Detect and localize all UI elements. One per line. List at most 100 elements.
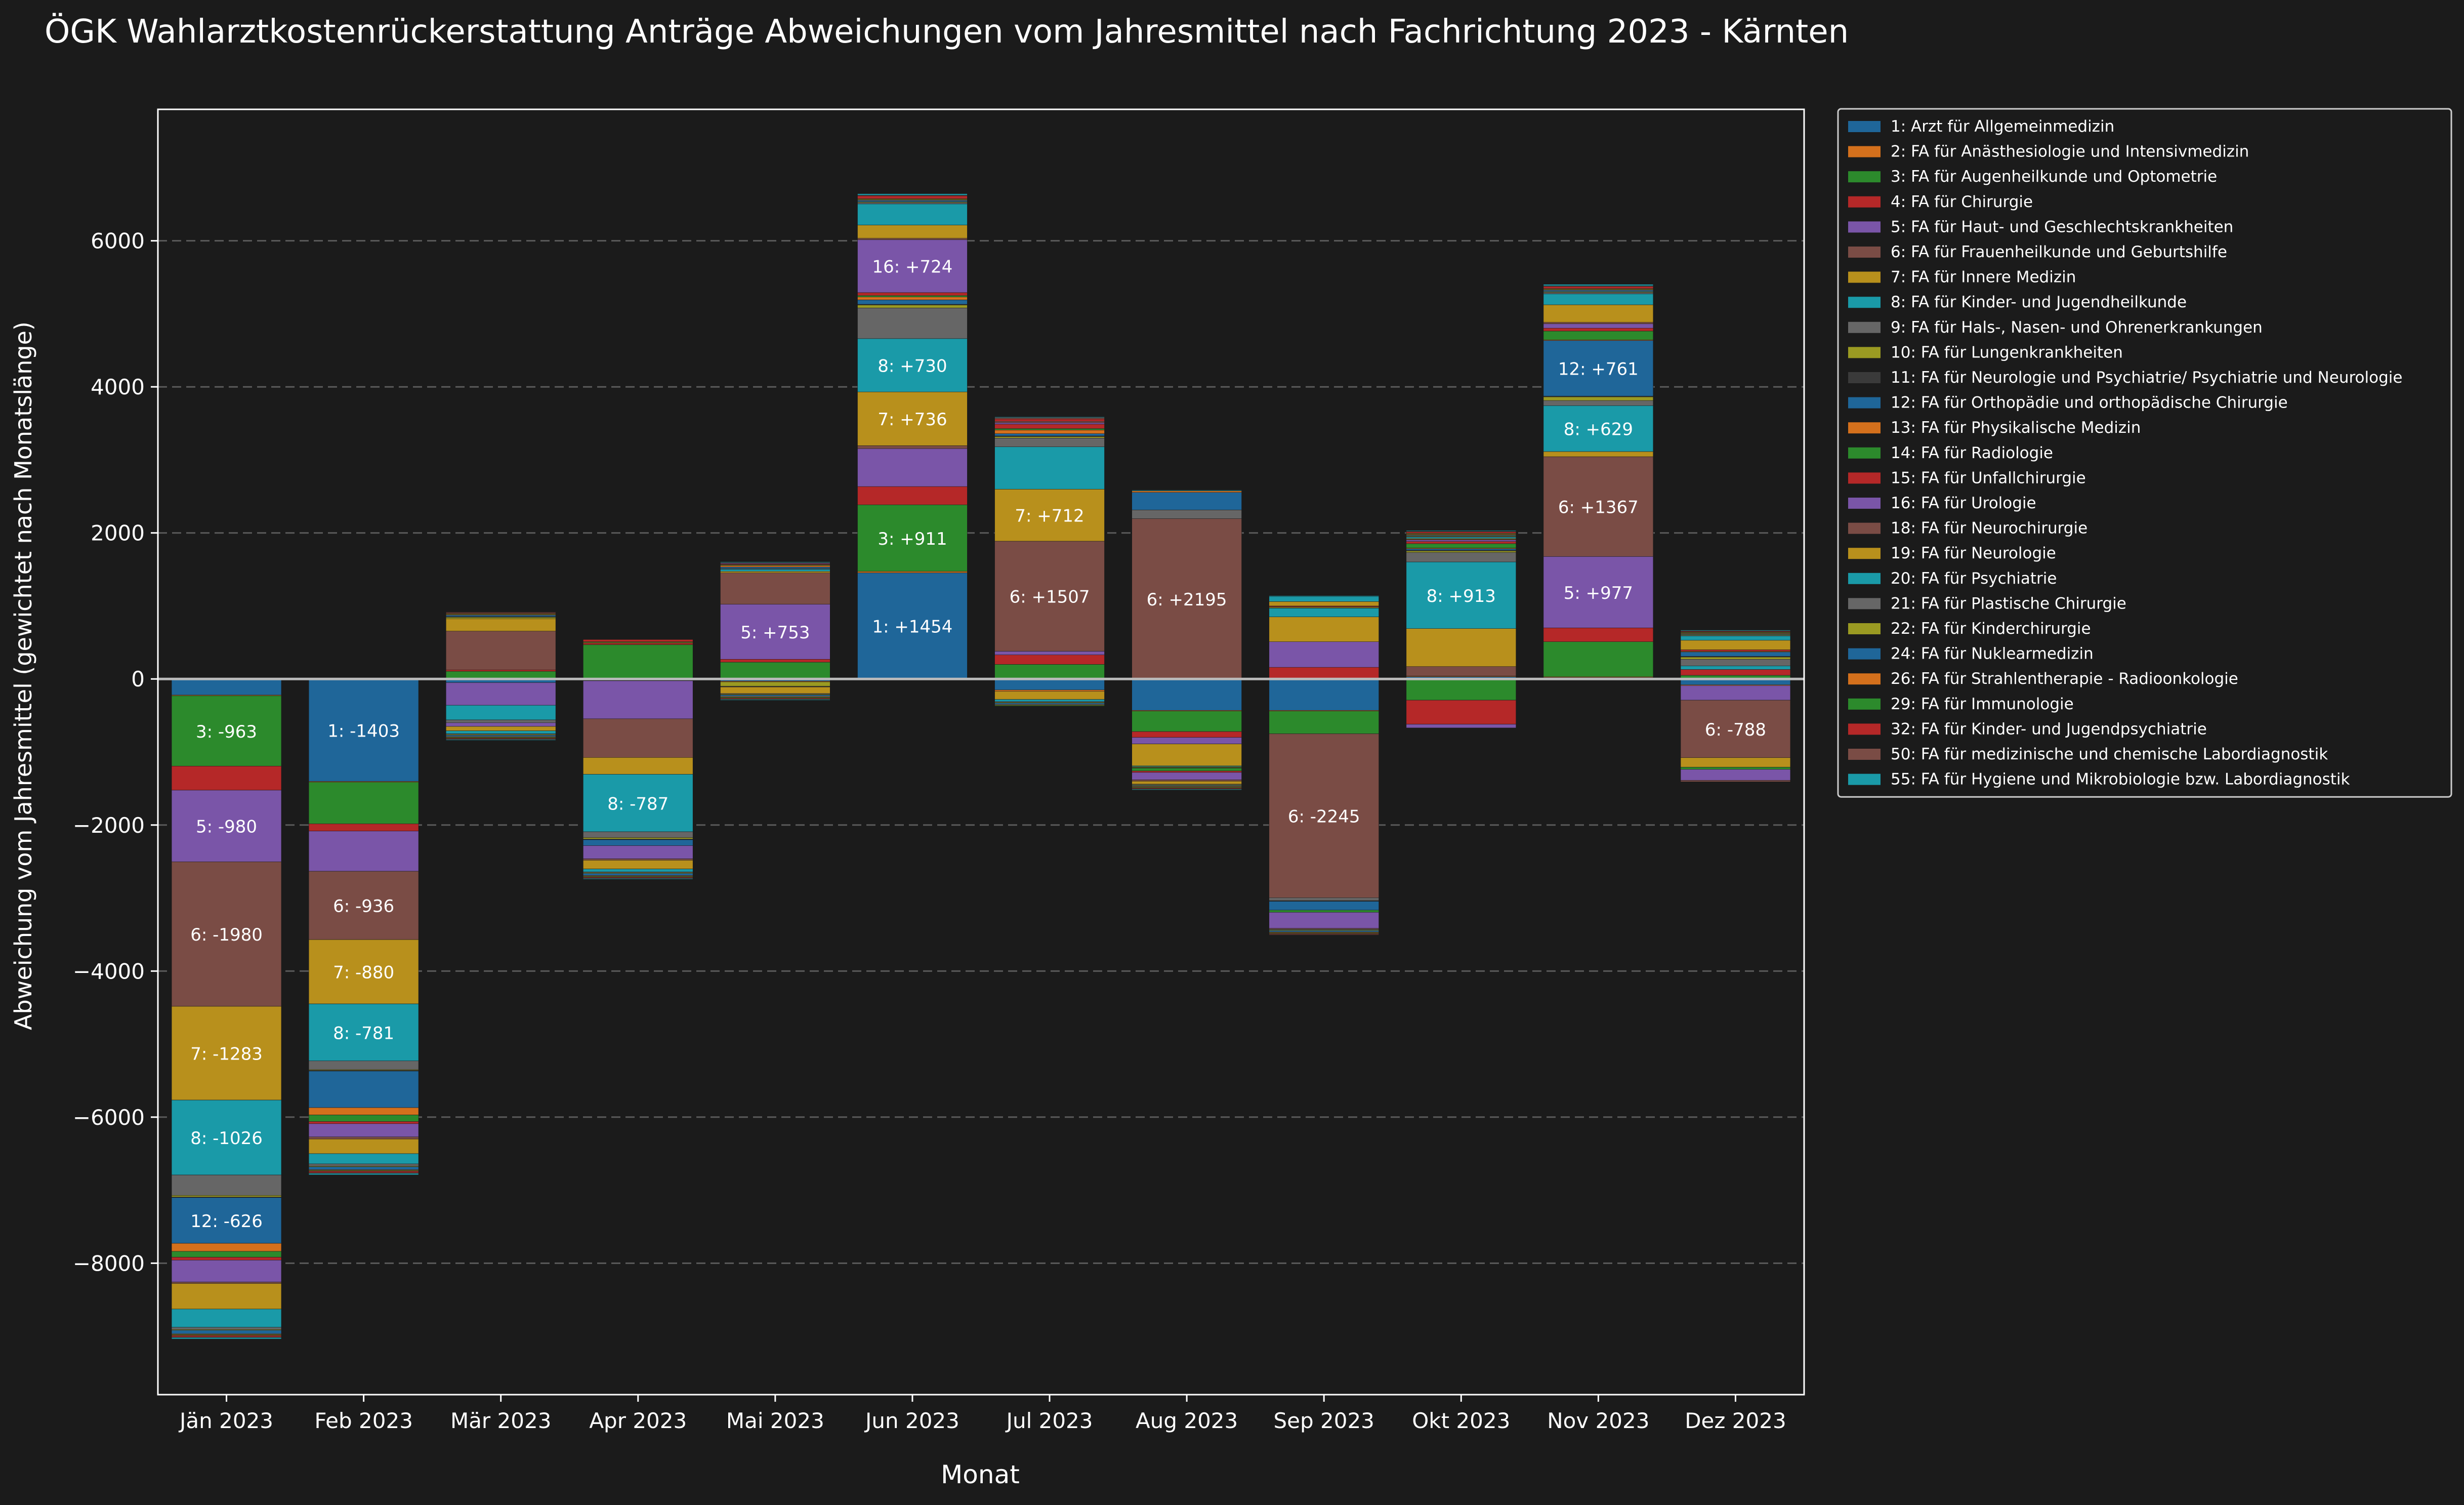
bar-segment <box>445 612 556 613</box>
bar-segment <box>1406 628 1517 667</box>
bar-segment <box>171 1335 282 1337</box>
y-tick-label: 2000 <box>91 521 145 546</box>
bar-segment <box>308 871 419 940</box>
bar-segment <box>994 433 1105 436</box>
bar-segment <box>857 571 968 573</box>
bar-segment <box>994 664 1105 679</box>
legend-entry: 14: FA für Radiologie <box>1891 444 2053 462</box>
bar-segment <box>857 486 968 505</box>
bar-value-label: 8: -787 <box>607 794 669 814</box>
bar-segment <box>1269 901 1379 911</box>
bar-segment <box>1269 596 1379 602</box>
bar-segment <box>583 859 693 861</box>
bar-segment <box>720 662 830 679</box>
bar-value-label: 8: -781 <box>333 1023 394 1043</box>
bar-value-label: 16: +724 <box>872 257 952 277</box>
bar-segment <box>1680 665 1791 670</box>
y-tick-label: 6000 <box>91 229 145 254</box>
legend-entry: 22: FA für Kinderchirurgie <box>1891 620 2091 638</box>
bar-segment <box>857 200 968 202</box>
bar-segment <box>583 837 693 839</box>
legend-swatch <box>1848 146 1881 157</box>
plot-frame <box>157 108 1805 1396</box>
legend-swatch <box>1848 247 1881 258</box>
bar-segment <box>308 1166 419 1170</box>
legend-swatch <box>1848 372 1881 383</box>
bar-segment <box>171 1257 282 1260</box>
bar-segment <box>171 1251 282 1257</box>
bar-segment <box>1132 731 1242 738</box>
bar-segment <box>994 421 1105 423</box>
legend-entry: 16: FA für Urologie <box>1891 494 2036 512</box>
bar-value-label: 7: +712 <box>1015 506 1084 526</box>
bar-segment <box>308 1153 419 1164</box>
bar-segment <box>857 202 968 205</box>
x-tick-label: Nov 2023 <box>1547 1408 1649 1433</box>
bar-segment <box>583 839 693 846</box>
bar-segment <box>1269 930 1379 932</box>
bar-segment <box>1269 667 1379 679</box>
bar-segment <box>1132 492 1242 510</box>
legend-swatch <box>1848 221 1881 233</box>
bar-segment <box>583 639 693 642</box>
legend-swatch <box>1848 347 1881 358</box>
legend-entry: 29: FA für Immunologie <box>1891 695 2074 713</box>
x-tick-label: Jul 2023 <box>1005 1408 1093 1433</box>
bar-segment <box>308 1061 419 1070</box>
bar-segment <box>1132 744 1242 766</box>
bar-segment <box>1680 630 1791 631</box>
bar-segment <box>1680 769 1791 781</box>
bar-segment <box>308 1138 419 1154</box>
bar-value-label: 3: +911 <box>878 529 947 549</box>
bar-segment <box>1132 491 1242 493</box>
bar-segment <box>994 699 1105 702</box>
bar-segment <box>994 438 1105 447</box>
bar-segment <box>171 1100 282 1175</box>
gridlines <box>158 109 1804 1395</box>
bar-segment <box>857 307 968 339</box>
bar-segment <box>171 1327 282 1330</box>
bar-value-label: 12: -626 <box>190 1211 263 1232</box>
bar-segment <box>1269 912 1379 929</box>
bar-segment <box>994 430 1105 434</box>
legend-swatch <box>1848 673 1881 685</box>
bar-segment <box>445 722 556 727</box>
y-tick-label: −8000 <box>73 1251 145 1276</box>
bar-segment <box>308 1071 419 1108</box>
bar-value-label: 12: +761 <box>1558 359 1639 380</box>
bar-segment <box>994 417 1105 420</box>
bar-segment <box>171 766 282 791</box>
legend-swatch <box>1848 121 1881 132</box>
bar-segment <box>445 615 556 617</box>
bar-segment <box>445 617 556 619</box>
bar-segment <box>994 446 1105 490</box>
bar-segment <box>171 1330 282 1334</box>
x-tick-label: Sep 2023 <box>1274 1408 1374 1433</box>
legend-entry: 26: FA für Strahlentherapie - Radioonkol… <box>1891 670 2238 688</box>
legend-swatch <box>1848 196 1881 208</box>
legend-entry: 32: FA für Kinder- und Jugendpsychiatrie <box>1891 720 2207 738</box>
legend-swatch <box>1848 498 1881 509</box>
bar-value-label: 7: -880 <box>333 963 394 983</box>
bar-segment <box>1543 405 1654 452</box>
bar-segment <box>1680 649 1791 652</box>
bar-value-label: 6: -936 <box>333 897 394 917</box>
bar-segment <box>1269 734 1379 898</box>
legend-swatch <box>1848 472 1881 484</box>
bar-segment <box>1680 700 1791 758</box>
legend-swatch <box>1848 648 1881 660</box>
legend-swatch <box>1848 397 1881 409</box>
bar-segment <box>1269 711 1379 734</box>
bar-segment <box>308 1136 419 1140</box>
bar-segment <box>1543 451 1654 457</box>
bar-labels: 3: -963 5: -980 6: -1980 7: -1283 8: -1026 12… <box>190 257 1766 1232</box>
y-tick-label: 4000 <box>91 375 145 399</box>
bar-segment <box>171 1197 282 1244</box>
bar-value-label: 5: -980 <box>196 817 257 837</box>
bar-segment <box>1680 652 1791 657</box>
bar-segment <box>1406 532 1517 534</box>
bar-segment <box>308 1163 419 1166</box>
bar-segment <box>857 193 968 195</box>
bar-segment <box>1406 552 1517 562</box>
